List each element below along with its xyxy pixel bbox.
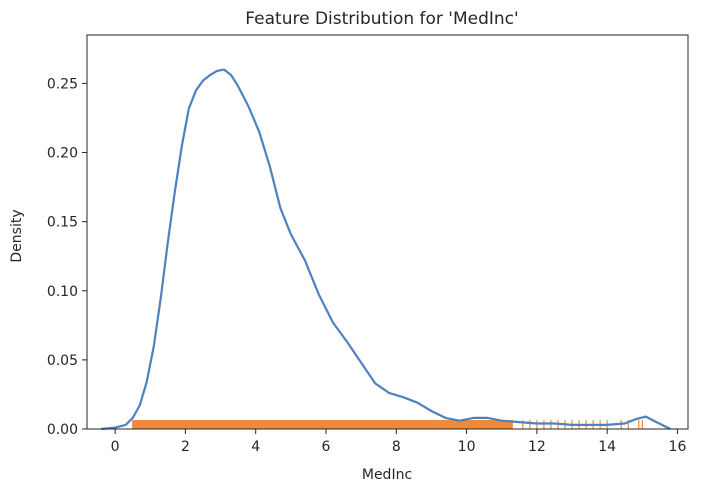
x-tick-label: 12 [528, 439, 546, 455]
x-tick-label: 16 [669, 439, 687, 455]
y-tick-label: 0.25 [47, 76, 78, 92]
y-tick-label: 0.05 [47, 353, 78, 369]
plot-area [100, 68, 671, 431]
x-tick-label: 10 [458, 439, 476, 455]
x-axis-label: MedInc [362, 467, 412, 483]
axes-frame [86, 34, 689, 430]
x-tick-label: 6 [322, 439, 331, 455]
x-tick-label: 2 [181, 439, 190, 455]
rug-marks [132, 420, 643, 429]
x-tick-label: 8 [392, 439, 401, 455]
x-axis-ticks: 0 2 4 6 8 10 12 14 16 [111, 429, 687, 455]
y-tick-label: 0.20 [47, 146, 78, 162]
rug-band [132, 420, 513, 429]
y-tick-label: 0.10 [47, 284, 78, 300]
x-tick-label: 14 [598, 439, 616, 455]
y-tick-label: 0.15 [47, 215, 78, 231]
y-axis-label: Density [9, 209, 25, 262]
x-tick-label: 0 [111, 439, 120, 455]
x-tick-label: 4 [251, 439, 260, 455]
kde-line [100, 68, 671, 431]
y-tick-label: 0.00 [47, 422, 78, 438]
y-axis-ticks: 0.00 0.05 0.10 0.15 0.20 0.25 [47, 76, 87, 438]
chart-title: Feature Distribution for 'MedInc' [245, 9, 518, 29]
